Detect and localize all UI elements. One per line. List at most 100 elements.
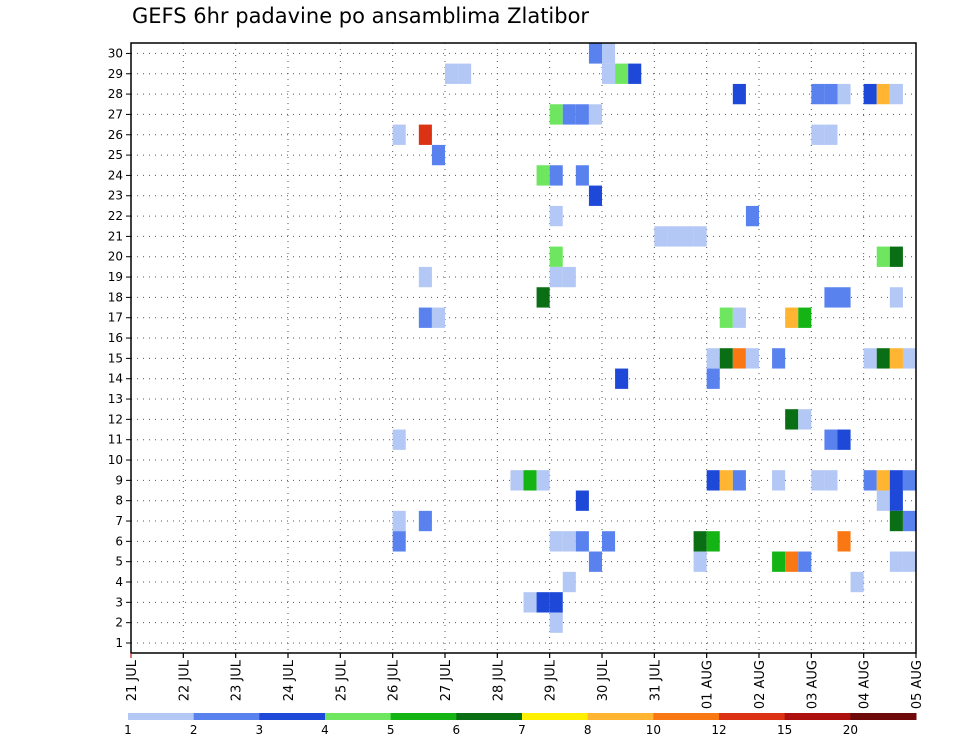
legend-swatch xyxy=(653,713,720,720)
precip-cell xyxy=(798,409,812,430)
legend-label: 1 xyxy=(124,723,132,737)
legend-swatch xyxy=(325,713,392,720)
precip-cell xyxy=(850,571,864,593)
precip-cell xyxy=(575,104,589,125)
legend-swatch xyxy=(719,713,786,720)
x-tick-label: 01 AUG xyxy=(701,660,716,709)
legend-swatch xyxy=(587,713,654,720)
y-tick-label: 12 xyxy=(108,412,123,426)
precip-cell xyxy=(889,510,903,532)
precip-cell xyxy=(706,470,720,491)
legend-label: 5 xyxy=(387,723,395,737)
precip-cell xyxy=(732,348,746,369)
grid-lines xyxy=(131,43,916,653)
precip-cell xyxy=(889,287,903,308)
legend-label: 10 xyxy=(646,723,661,737)
y-tick-label: 18 xyxy=(108,290,123,304)
y-tick-label: 26 xyxy=(108,128,123,142)
legend-swatch xyxy=(784,713,851,720)
y-tick-label: 7 xyxy=(115,514,123,528)
legend-label: 2 xyxy=(190,723,198,737)
y-tick-label: 10 xyxy=(108,453,123,467)
precip-cell xyxy=(392,429,406,450)
precip-cell xyxy=(719,348,733,369)
precip-cell xyxy=(549,531,563,552)
x-tick-label: 05 AUG xyxy=(910,660,925,709)
precip-cell xyxy=(902,470,916,491)
precip-cell xyxy=(549,592,563,613)
precip-cell xyxy=(431,307,445,328)
x-axis: 21 JUL 22 JUL 23 JUL 24 JUL 25 JUL 26 JUL 27 J… xyxy=(125,653,925,709)
legend-swatch xyxy=(259,713,326,720)
y-tick-label: 23 xyxy=(108,189,123,203)
precip-cell xyxy=(863,83,877,105)
y-tick-label: 27 xyxy=(108,107,123,121)
precip-cell xyxy=(418,510,432,532)
precip-cell xyxy=(732,470,746,491)
precip-cell xyxy=(732,83,746,105)
precip-cell xyxy=(902,551,916,572)
precip-cell xyxy=(418,266,432,288)
precip-cell xyxy=(575,165,589,186)
precip-cell xyxy=(445,63,459,84)
x-tick-label: 21 JUL xyxy=(125,659,140,701)
precip-cell xyxy=(706,348,720,369)
precip-cell xyxy=(811,124,825,145)
legend-swatch xyxy=(850,713,917,720)
precip-cell xyxy=(510,470,524,491)
legend-label: 12 xyxy=(711,723,726,737)
chart-title: GEFS 6hr padavine po ansamblima Zlatibor xyxy=(132,4,590,28)
precip-cell xyxy=(706,531,720,552)
precip-cell xyxy=(706,368,720,389)
precip-cell xyxy=(889,470,903,491)
precip-cell xyxy=(824,124,838,145)
precip-cell xyxy=(536,470,550,491)
y-tick-label: 20 xyxy=(108,250,123,264)
precip-cell xyxy=(785,409,799,430)
precip-cell xyxy=(602,531,616,552)
precip-cell xyxy=(523,470,537,491)
precip-cell xyxy=(392,510,406,532)
y-tick-label: 21 xyxy=(108,229,123,243)
precip-cell xyxy=(628,63,642,84)
precip-cell xyxy=(719,470,733,491)
precip-cell xyxy=(745,348,759,369)
precip-cell xyxy=(536,165,550,186)
precip-cell xyxy=(602,43,616,64)
precip-cell xyxy=(824,287,838,308)
precip-cell xyxy=(889,246,903,267)
precip-cell xyxy=(876,490,890,511)
y-tick-label: 19 xyxy=(108,270,123,284)
precipitation-cells xyxy=(392,43,916,633)
x-tick-label: 26 JUL xyxy=(387,659,402,701)
y-tick-label: 5 xyxy=(115,555,123,569)
y-tick-label: 29 xyxy=(108,67,123,81)
precip-cell xyxy=(772,551,786,572)
precip-cell xyxy=(798,551,812,572)
legend-label: 20 xyxy=(843,723,858,737)
y-tick-label: 13 xyxy=(108,392,123,406)
precip-cell xyxy=(458,63,472,84)
precip-cell xyxy=(549,205,563,227)
x-tick-label: 25 JUL xyxy=(334,659,349,701)
y-tick-label: 17 xyxy=(108,311,123,325)
x-tick-label: 29 JUL xyxy=(544,659,559,701)
precip-cell xyxy=(575,531,589,552)
y-tick-label: 14 xyxy=(108,372,123,386)
precip-cell xyxy=(588,104,602,125)
x-tick-label: 30 JUL xyxy=(596,659,611,701)
precip-cell xyxy=(588,551,602,572)
x-tick-label: 03 AUG xyxy=(805,660,820,709)
precip-cell xyxy=(575,490,589,511)
precip-cell xyxy=(824,470,838,491)
legend-swatch xyxy=(390,713,457,720)
y-tick-label: 9 xyxy=(115,473,123,487)
precip-cell xyxy=(863,470,877,491)
precip-cell xyxy=(680,226,694,247)
precip-cell xyxy=(811,470,825,491)
precip-cell xyxy=(876,246,890,267)
y-tick-label: 25 xyxy=(108,148,123,162)
y-tick-label: 15 xyxy=(108,351,123,365)
y-tick-label: 24 xyxy=(108,168,123,182)
